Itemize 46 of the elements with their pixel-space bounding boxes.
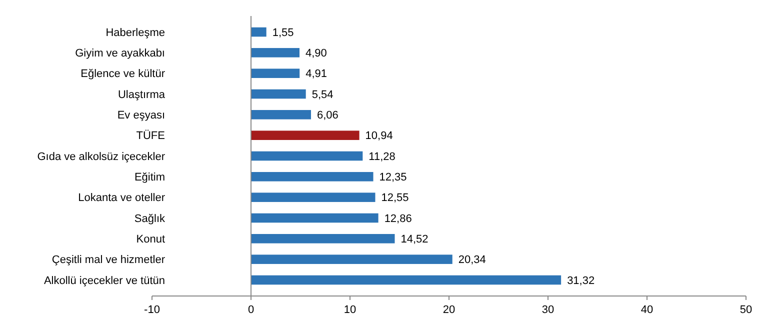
data-label: 11,28	[368, 150, 396, 163]
x-tick-label: 40	[640, 304, 654, 316]
x-tick-label: 20	[442, 304, 456, 316]
bar	[251, 213, 378, 223]
bar	[251, 192, 376, 202]
bar	[251, 172, 374, 182]
bar	[251, 254, 452, 264]
y-tick-label: Lokanta ve oteller	[78, 192, 166, 204]
x-tick-label: 30	[542, 304, 554, 316]
data-label: 12,86	[384, 212, 412, 225]
data-label: 6,06	[316, 110, 338, 122]
bar	[251, 48, 300, 58]
data-label: 1,55	[272, 26, 294, 39]
data-label: 5,54	[312, 88, 334, 101]
x-tick-label: -10	[144, 304, 160, 316]
y-tick-label: TÜFE	[136, 129, 165, 142]
data-label: 4,91	[306, 68, 328, 80]
y-tick-label: Sağlık	[134, 212, 166, 225]
data-label: 10,94	[365, 130, 393, 142]
bar	[251, 275, 562, 285]
data-label: 20,34	[458, 254, 486, 266]
y-tick-label: Ulaştırma	[118, 88, 166, 101]
y-tick-label: Eğlence ve kültür	[80, 68, 166, 80]
x-tick-label: 50	[740, 304, 752, 316]
y-tick-label: Alkollü içecekler ve tütün	[44, 274, 165, 287]
bar	[251, 151, 363, 161]
bar	[251, 234, 395, 244]
x-tick-label: 10	[344, 304, 356, 316]
y-tick-label: Ev eşyası	[117, 110, 165, 122]
data-label: 4,90	[306, 48, 327, 60]
y-tick-label: Konut	[136, 234, 165, 246]
y-tick-label: Giyim ve ayakkabı	[75, 48, 165, 60]
bar	[251, 130, 360, 140]
data-label: 12,55	[381, 192, 409, 204]
y-tick-label: Haberleşme	[106, 26, 165, 39]
y-tick-label: Gıda ve alkolsüz içecekler	[37, 150, 166, 163]
y-tick-label: Eğitim	[134, 172, 165, 184]
x-tick-label: 0	[248, 304, 254, 316]
bar	[251, 110, 311, 120]
data-label: 31,32	[567, 274, 595, 287]
y-tick-label: Çeşitli mal ve hizmetler	[52, 254, 166, 266]
data-label: 14,52	[400, 234, 428, 246]
bar	[251, 27, 266, 37]
data-label: 12,35	[379, 172, 407, 184]
bar	[251, 89, 306, 99]
bar	[251, 68, 300, 78]
